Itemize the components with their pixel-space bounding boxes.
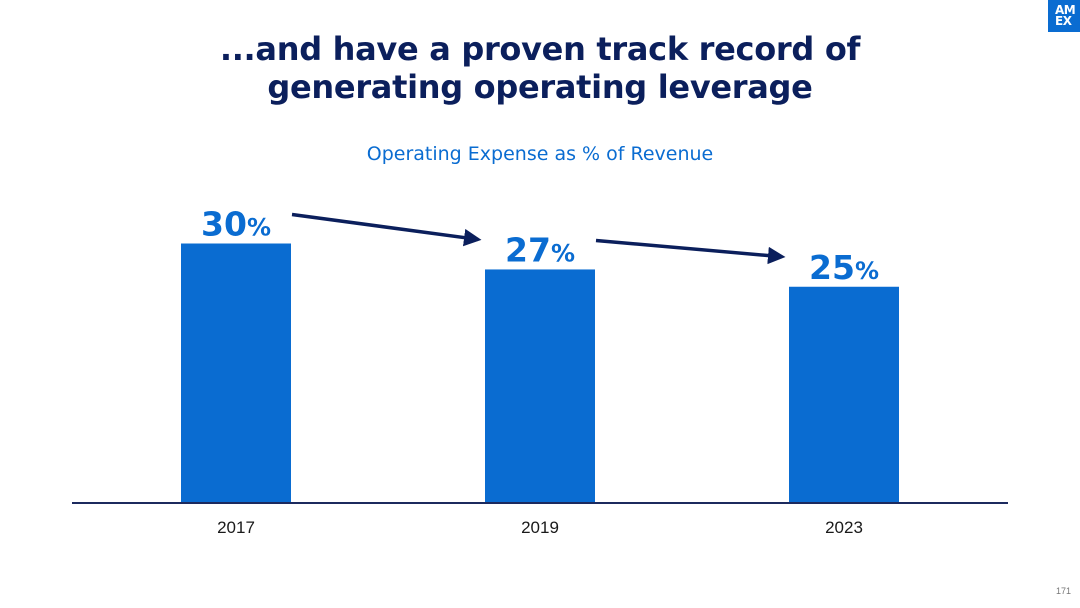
slide-title: ...and have a proven track record of gen… — [0, 30, 1080, 106]
data-label-unit: % — [855, 257, 879, 285]
page-number: 171 — [1055, 586, 1071, 596]
trend-arrow-2 — [595, 238, 786, 265]
data-label-unit: % — [247, 214, 271, 242]
data-label-2019: 27% — [505, 230, 575, 269]
data-label-2023: 25% — [809, 248, 879, 287]
logo-text-line-2: EX — [1055, 14, 1072, 28]
x-tick-label-2019: 2019 — [521, 518, 559, 537]
data-label-value: 30 — [201, 205, 247, 244]
logo-text-line-1: AM — [1055, 3, 1076, 17]
data-label-value: 27 — [505, 230, 551, 269]
data-label-2017: 30% — [201, 205, 271, 244]
data-label-value: 25 — [809, 248, 855, 287]
slide-title-line-1: ...and have a proven track record of — [219, 30, 861, 68]
x-tick-label-2023: 2023 — [825, 518, 863, 537]
slide-title-line-2: generating operating leverage — [267, 68, 813, 106]
amex-logo: AM EX — [1048, 0, 1080, 32]
trend-arrow-1 — [291, 212, 482, 247]
x-tick-label-2017: 2017 — [217, 518, 255, 537]
bar-2019 — [485, 269, 595, 503]
bar-2023 — [789, 286, 899, 503]
chart-title: Operating Expense as % of Revenue — [366, 143, 714, 165]
data-label-unit: % — [551, 239, 575, 267]
bar-2017 — [181, 243, 291, 503]
